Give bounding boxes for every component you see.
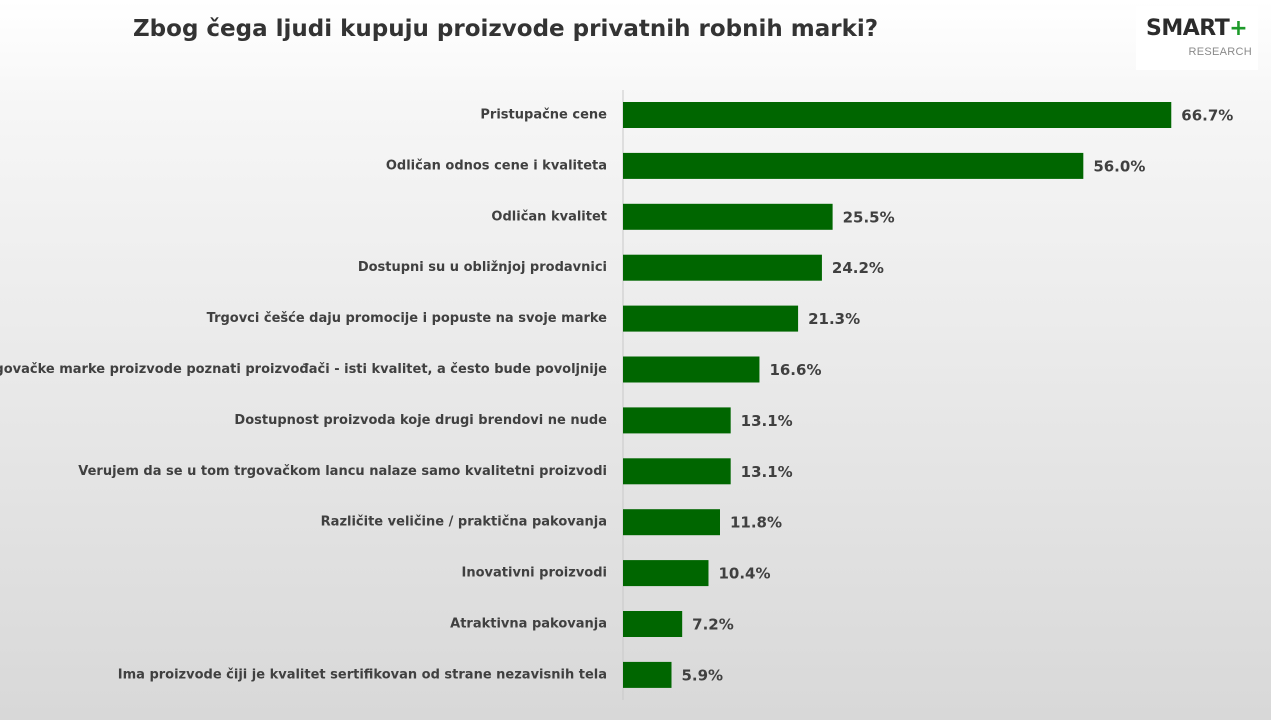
bar xyxy=(623,305,799,332)
value-label: 13.1% xyxy=(741,412,793,430)
bar xyxy=(623,661,672,688)
value-label: 10.4% xyxy=(718,565,770,583)
logo-main-text: SMART xyxy=(1146,16,1230,41)
bar xyxy=(623,509,720,536)
value-label: 11.8% xyxy=(730,514,782,532)
bar xyxy=(623,560,709,587)
bar-group: Pristupačne cene 66.7% Odličan odnos cene … xyxy=(0,102,1233,688)
value-label: 66.7% xyxy=(1181,107,1233,125)
bar xyxy=(623,407,731,434)
bar xyxy=(623,611,683,637)
category-label: Trgovačke marke proizvode poznati proizv… xyxy=(0,362,607,377)
category-label: Pristupačne cene xyxy=(480,108,607,123)
value-label: 13.1% xyxy=(741,463,793,481)
category-label: Dostupni su u obližnjoj prodavnici xyxy=(358,260,607,275)
value-label: 7.2% xyxy=(692,616,734,634)
category-label: Dostupnost proizvoda koje drugi brendovi… xyxy=(234,413,607,428)
category-label: Različite veličine / praktična pakovanja xyxy=(321,515,607,530)
bar xyxy=(623,458,731,485)
bar xyxy=(623,203,833,230)
value-label: 21.3% xyxy=(808,310,860,328)
value-label: 16.6% xyxy=(769,361,821,379)
value-label: 56.0% xyxy=(1093,157,1145,175)
bar xyxy=(623,152,1084,179)
value-label: 25.5% xyxy=(843,208,895,226)
bar xyxy=(623,254,822,281)
category-label: Ima proizvode čiji je kvalitet sertifiko… xyxy=(118,667,607,682)
logo-plus-icon: + xyxy=(1229,16,1248,41)
category-label: Odličan odnos cene i kvaliteta xyxy=(386,158,607,173)
category-label: Odličan kvalitet xyxy=(491,209,607,224)
value-label: 5.9% xyxy=(681,666,723,684)
value-label: 24.2% xyxy=(832,259,884,277)
bar xyxy=(623,102,1172,128)
category-label: Atraktivna pakovanja xyxy=(450,617,607,632)
bar xyxy=(623,356,760,383)
category-label: Verujem da se u tom trgovačkom lancu nal… xyxy=(78,464,607,479)
category-label: Inovativni proizvodi xyxy=(462,566,608,581)
category-label: Trgovci češće daju promocije i popuste n… xyxy=(207,311,608,326)
logo-wordmark: SMART+ xyxy=(1146,16,1248,41)
smart-research-logo: SMART+ RESEARCH xyxy=(1136,6,1258,70)
chart-title: Zbog čega ljudi kupuju proizvode privatn… xyxy=(133,16,879,42)
logo-subtext: RESEARCH xyxy=(1188,46,1252,58)
